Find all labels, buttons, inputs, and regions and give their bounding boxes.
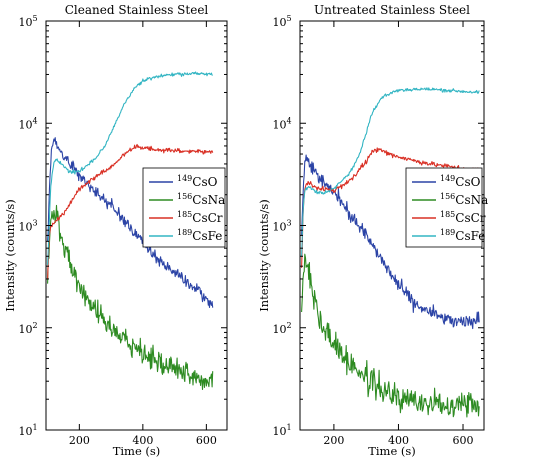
legend: 149CsO 156CsNa 185CsCr 189CsFe	[142, 167, 226, 248]
x-tick-label: 200	[323, 434, 344, 447]
series-line-cso	[47, 137, 214, 309]
legend-label-cscr: 185CsCr	[440, 210, 486, 225]
x-tick-label: 400	[132, 434, 153, 447]
y-tick-label: 104	[272, 116, 291, 131]
chart-panel-2: Untreated Stainless Steel 200 400 600 101 102…	[257, 3, 488, 458]
legend: 149CsO 156CsNa 185CsCr 189CsFe	[405, 167, 488, 248]
y-axis-label: Intensity (counts/s)	[3, 199, 17, 312]
legend-box	[405, 167, 483, 248]
x-axis-label: Time (s)	[368, 444, 416, 458]
series-line-cscr	[47, 143, 214, 280]
series-line-cscr	[301, 147, 480, 268]
series-line-csfe	[47, 71, 213, 265]
series-group	[301, 87, 480, 418]
y-tick-label: 101	[272, 423, 291, 438]
y-tick-label: 103	[18, 219, 37, 234]
x-tick-label: 200	[69, 434, 90, 447]
x-tick-label: 400	[388, 434, 409, 447]
y-axis-label: Intensity (counts/s)	[257, 199, 271, 312]
x-tick-label: 600	[196, 434, 217, 447]
y-tick-label: 103	[272, 219, 291, 234]
y-tick-label: 105	[272, 14, 291, 29]
series-group	[47, 71, 214, 391]
x-axis-label: Time (s)	[113, 444, 161, 458]
series-line-csna	[47, 204, 214, 391]
y-tick-label: 105	[18, 14, 37, 29]
x-tick-label: 600	[453, 434, 474, 447]
y-tick-label: 102	[272, 321, 291, 336]
legend-label-csfe: 189CsFe	[177, 228, 222, 243]
chart-title: Cleaned Stainless Steel	[65, 3, 209, 17]
legend-label-cso: 149CsO	[440, 174, 481, 189]
legend-label-csna: 156CsNa	[440, 192, 488, 207]
legend-box	[142, 167, 226, 248]
series-line-csfe	[301, 87, 480, 257]
y-tick-label: 104	[18, 116, 37, 131]
legend-label-csfe: 189CsFe	[440, 228, 485, 243]
legend-label-cso: 149CsO	[177, 174, 218, 189]
series-line-csna	[301, 253, 480, 418]
legend-label-csna: 156CsNa	[177, 192, 225, 207]
y-tick-label: 101	[18, 423, 37, 438]
chart-title: Untreated Stainless Steel	[314, 3, 470, 17]
chart-panel-1: Cleaned Stainless Steel 200 400 600 101 102 10…	[3, 3, 228, 458]
y-tick-label: 102	[18, 321, 37, 336]
legend-label-cscr: 185CsCr	[177, 210, 223, 225]
